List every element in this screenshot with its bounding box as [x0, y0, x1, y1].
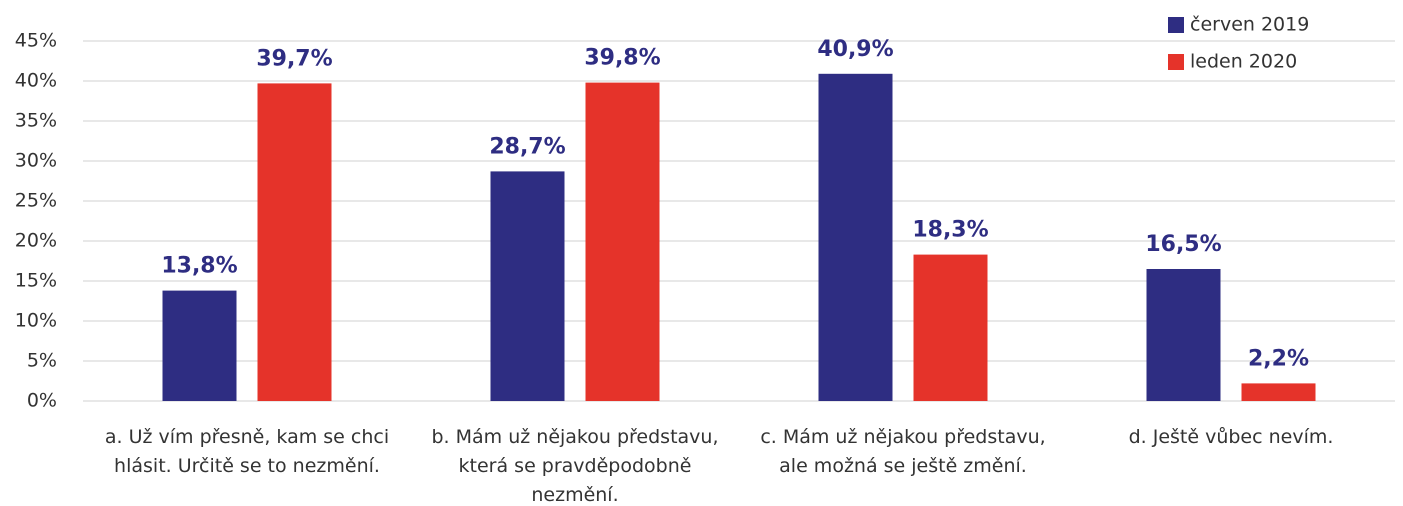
y-tick-label: 20%: [15, 230, 57, 252]
value-label: 16,5%: [1145, 232, 1221, 257]
value-label: 40,9%: [817, 37, 893, 62]
value-label: 2,2%: [1248, 346, 1309, 371]
value-label: 28,7%: [489, 134, 565, 159]
x-tick-label: d. Ještě vůbec nevím.: [1129, 426, 1334, 448]
y-tick-label: 40%: [15, 70, 57, 92]
y-tick-label: 45%: [15, 30, 57, 52]
bar: [257, 83, 332, 402]
y-tick-label: 10%: [15, 310, 57, 332]
bar: [490, 171, 565, 401]
bar: [585, 82, 660, 401]
x-tick-label: c. Mám už nějakou představu, ale možná se…: [760, 426, 1045, 477]
y-tick-label: 5%: [27, 350, 57, 372]
x-tick-label: b. Mám už nějakou představu, která se pra…: [432, 426, 719, 506]
value-label: 18,3%: [912, 218, 988, 243]
bar: [1241, 383, 1316, 401]
legend-swatch: [1168, 54, 1184, 70]
legend-swatch: [1168, 17, 1184, 33]
legend-label: leden 2020: [1190, 51, 1297, 73]
x-tick-label: a. Už vím přesně, kam se chci hlásit. Urč…: [105, 426, 389, 477]
y-tick-label: 35%: [15, 110, 57, 132]
y-tick-label: 0%: [27, 390, 57, 412]
bar: [162, 290, 237, 401]
y-tick-label: 25%: [15, 190, 57, 212]
value-label: 39,7%: [256, 46, 332, 71]
bar: [913, 254, 988, 401]
value-label: 39,8%: [584, 46, 660, 71]
legend-label: červen 2019: [1190, 14, 1309, 36]
y-tick-label: 15%: [15, 270, 57, 292]
bar: [818, 73, 893, 402]
bar: [1146, 269, 1221, 401]
value-label: 13,8%: [161, 254, 237, 279]
y-tick-label: 30%: [15, 150, 57, 172]
